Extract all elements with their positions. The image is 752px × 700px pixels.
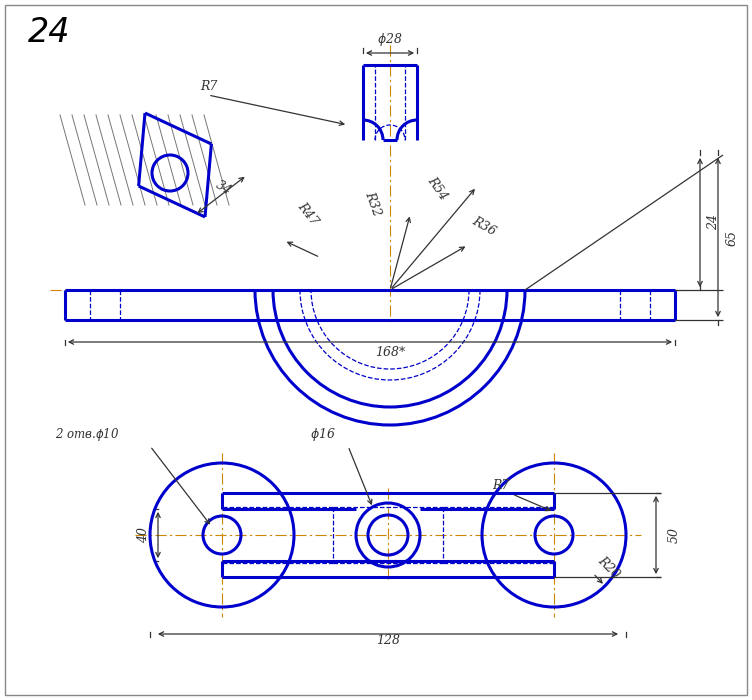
Text: R36: R36 — [470, 214, 499, 238]
Text: R32: R32 — [362, 190, 383, 218]
Text: R7: R7 — [200, 80, 217, 93]
Text: R7: R7 — [492, 479, 509, 492]
Text: 34: 34 — [213, 178, 233, 198]
Text: R20: R20 — [595, 554, 622, 581]
Text: 168*: 168* — [375, 346, 405, 358]
Text: 128: 128 — [376, 634, 400, 647]
Text: $\phi$28: $\phi$28 — [378, 31, 403, 48]
Text: 2 отв.$\phi$10: 2 отв.$\phi$10 — [55, 426, 120, 443]
Text: 50: 50 — [668, 527, 681, 543]
Text: 40: 40 — [138, 527, 150, 543]
Text: 65: 65 — [726, 230, 738, 246]
Text: 24: 24 — [28, 15, 71, 48]
Text: $\phi$16: $\phi$16 — [310, 426, 336, 443]
Text: R54: R54 — [425, 175, 450, 203]
Text: 24: 24 — [708, 214, 720, 230]
Text: R47: R47 — [295, 200, 321, 228]
